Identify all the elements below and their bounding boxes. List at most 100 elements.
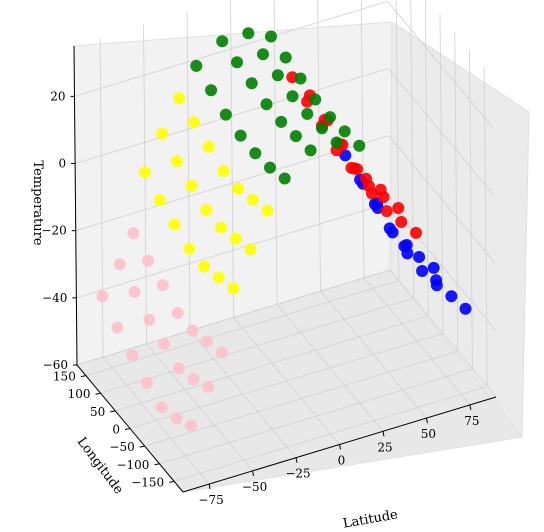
data-point	[198, 261, 210, 273]
data-point	[272, 69, 284, 81]
data-point	[392, 202, 404, 214]
data-point	[460, 303, 472, 315]
data-point	[188, 373, 200, 385]
data-point	[111, 322, 123, 334]
y-tick-mark	[96, 393, 101, 394]
data-point	[173, 362, 185, 374]
data-point	[143, 314, 155, 326]
y-tick-label: 0	[112, 423, 120, 437]
z-tick-label: −40	[42, 291, 67, 305]
x-tick-label: 50	[421, 427, 436, 441]
data-point	[172, 307, 184, 319]
data-point	[413, 251, 425, 263]
data-point	[203, 141, 215, 153]
data-point	[190, 60, 202, 72]
data-point	[324, 111, 336, 123]
z-tick-label: 0	[58, 157, 66, 171]
data-point	[200, 204, 212, 216]
data-point	[262, 205, 274, 217]
data-point	[316, 122, 328, 134]
y-tick-mark	[81, 376, 86, 377]
data-point	[158, 338, 170, 350]
data-point	[431, 279, 443, 291]
data-point	[264, 162, 276, 174]
x-tick-label: 25	[377, 440, 392, 454]
x-tick-label: 75	[464, 414, 479, 428]
data-point	[183, 243, 195, 255]
data-point	[232, 183, 244, 195]
data-point	[290, 130, 302, 142]
data-point	[154, 194, 166, 206]
data-point	[345, 162, 357, 174]
data-point	[301, 108, 313, 120]
data-point	[156, 128, 168, 140]
y-tick-mark	[154, 464, 159, 465]
data-point	[445, 290, 457, 302]
data-point	[215, 222, 227, 234]
z-tick-label: 20	[50, 89, 65, 103]
data-point	[261, 98, 273, 110]
data-point	[97, 290, 109, 302]
data-point	[275, 116, 287, 128]
data-point	[218, 165, 230, 177]
y-tick-label: −50	[109, 440, 134, 454]
data-point	[186, 180, 198, 192]
x-tick-label: 0	[338, 454, 346, 468]
data-point	[220, 109, 232, 121]
data-point	[295, 73, 307, 85]
data-point	[173, 92, 185, 104]
data-point	[305, 144, 317, 156]
data-point	[171, 412, 183, 424]
data-point	[216, 35, 228, 47]
y-tick-label: 150	[53, 370, 76, 384]
data-point	[156, 401, 168, 413]
data-point	[201, 336, 213, 348]
data-point	[249, 147, 261, 159]
data-point	[384, 222, 396, 234]
data-point	[171, 155, 183, 167]
data-point	[309, 94, 321, 106]
data-point	[246, 77, 258, 89]
data-point	[127, 227, 139, 239]
y-tick-label: 50	[90, 405, 105, 419]
x-tick-label: −75	[198, 493, 223, 507]
data-point	[410, 227, 422, 239]
y-tick-mark	[110, 411, 115, 412]
z-axis-label: Temperature	[30, 160, 45, 245]
data-point	[242, 27, 254, 39]
data-point	[416, 265, 428, 277]
y-tick-mark	[125, 429, 130, 430]
y-tick-label: 100	[68, 387, 91, 401]
x-tick-label: −50	[242, 480, 267, 494]
data-point	[231, 56, 243, 68]
data-point	[395, 216, 407, 228]
data-point	[353, 140, 365, 152]
data-point	[360, 173, 372, 185]
data-point	[126, 349, 138, 361]
data-point	[205, 84, 217, 96]
data-point	[257, 48, 269, 60]
data-point	[227, 282, 239, 294]
data-point	[339, 125, 351, 137]
data-point	[169, 219, 181, 231]
data-point	[142, 255, 154, 267]
data-point	[157, 279, 169, 291]
data-point	[428, 262, 440, 274]
x-tick-label: −25	[285, 467, 310, 481]
data-point	[381, 205, 393, 217]
data-point	[216, 347, 228, 359]
y-tick-label: −150	[131, 475, 164, 489]
data-point	[287, 90, 299, 102]
data-point	[331, 137, 343, 149]
data-point	[141, 377, 153, 389]
data-point	[139, 166, 151, 178]
data-point	[375, 184, 387, 196]
y-tick-label: −100	[116, 458, 149, 472]
data-point	[185, 420, 197, 432]
data-point	[245, 244, 257, 256]
data-point	[213, 271, 225, 283]
data-point	[188, 116, 200, 128]
data-point	[129, 286, 141, 298]
data-point	[279, 173, 291, 185]
